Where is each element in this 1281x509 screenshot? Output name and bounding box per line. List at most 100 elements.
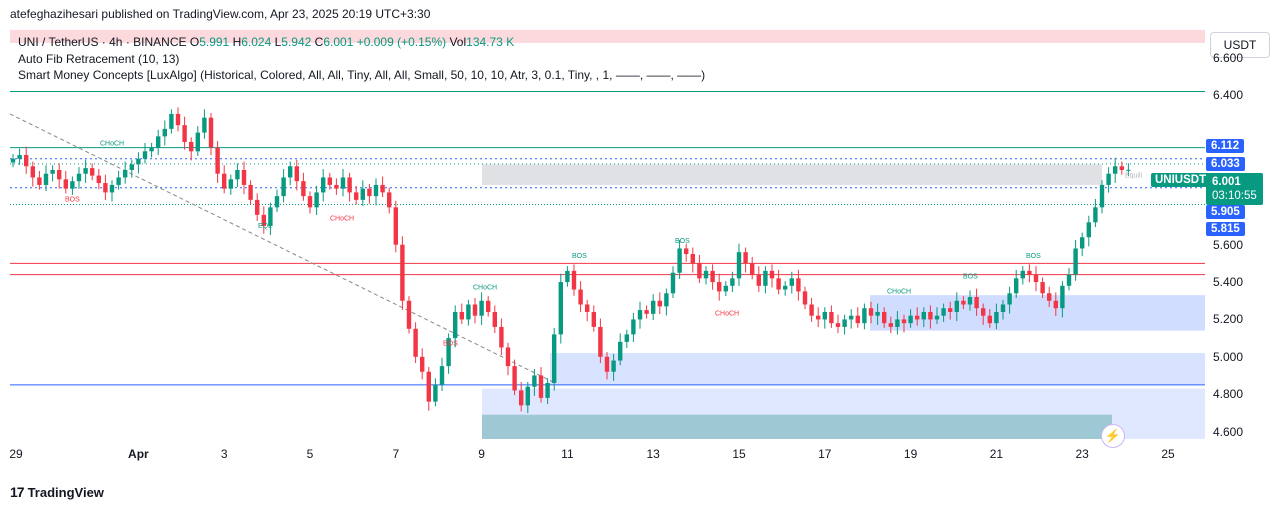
chart-legend: UNI / TetherUS · 4h · BINANCE O5.991 H6.…: [18, 34, 705, 84]
price-tag-6112: 6.112: [1206, 139, 1245, 153]
candle-body: [776, 278, 781, 290]
candle-body: [829, 311, 834, 324]
legend-low: 5.942: [281, 35, 312, 49]
legend-l-label: L: [274, 35, 282, 49]
candle-body: [723, 285, 728, 292]
annotation-label: Equili: [1125, 172, 1143, 179]
time-tick-label: 29: [9, 447, 23, 461]
candle-body: [472, 304, 478, 316]
candle-body: [70, 181, 75, 189]
teal-zone: [482, 414, 1112, 439]
candle-body: [175, 113, 181, 126]
legend-change: +0.009 (+0.15%): [356, 35, 447, 49]
candle-body: [116, 177, 121, 185]
candle-body: [76, 173, 82, 182]
chart-plot[interactable]: CHoCH BOS EQL CHoCH CHoCH BOS BOS BOS CHoCH CHoCH…: [10, 28, 1205, 439]
lightning-icon[interactable]: ⚡: [1101, 424, 1125, 448]
candle-body: [670, 272, 676, 294]
candle-body: [618, 341, 623, 361]
upper-blue-zone: [870, 295, 1205, 331]
candle-body: [281, 177, 286, 197]
annotation-label: BOS: [963, 273, 978, 280]
candle-body: [967, 297, 973, 305]
candle-body: [578, 289, 583, 305]
legend-h-label: H: [232, 35, 242, 49]
candle-body: [492, 311, 497, 327]
candle-body: [1086, 222, 1091, 238]
price-tag-5815: 5.815: [1206, 222, 1245, 236]
candle-body: [1027, 270, 1032, 275]
candle-body: [248, 184, 253, 200]
candle-body: [433, 384, 438, 402]
candle-body: [1053, 300, 1058, 309]
price-tick-label: 6.600: [1213, 50, 1244, 65]
candle-body: [763, 270, 768, 286]
bar-countdown: 03:10:55: [1212, 190, 1257, 202]
gray-zone: [482, 164, 1102, 185]
candle-body: [1080, 237, 1085, 249]
time-tick-label: 23: [1075, 447, 1089, 461]
candle-body: [63, 179, 68, 189]
footer-brand[interactable]: 17 TradingView: [10, 484, 104, 500]
legend-vol-label: Vol: [449, 35, 467, 49]
candle-body: [208, 117, 214, 148]
candle-body: [565, 270, 570, 283]
candle-body: [347, 177, 352, 193]
candle-body: [406, 300, 412, 329]
legend-indicator-fib[interactable]: Auto Fib Retracement (10, 13): [18, 51, 180, 66]
candle-body: [136, 158, 141, 165]
time-tick-label: 15: [732, 447, 746, 461]
trend-line: [10, 113, 556, 384]
price-tag-5905: 5.905: [1206, 205, 1245, 219]
candle-body: [393, 207, 398, 245]
annotation-label: BOS: [572, 253, 587, 260]
annotation-label: BOS: [65, 197, 80, 204]
legend-indicator-smc[interactable]: Smart Money Concepts [LuxAlgo] (Historic…: [18, 68, 706, 82]
currency-button[interactable]: USDT: [1210, 32, 1270, 58]
candle-body: [585, 304, 590, 312]
candle-body: [862, 308, 867, 324]
candle-body: [195, 132, 200, 152]
candle-body: [30, 166, 35, 178]
annotation-label: CHoCH: [887, 288, 911, 295]
annotation-label: EQL: [258, 223, 272, 230]
annotation-label: CHoCH: [473, 285, 497, 292]
candle-body: [644, 310, 649, 314]
candle-body: [156, 136, 161, 148]
price-chart[interactable]: CHoCH BOS EQL CHoCH CHoCH BOS BOS BOS CHoCH CHoCH…: [10, 28, 1205, 439]
candle-body: [142, 151, 148, 159]
candle-body: [512, 366, 517, 391]
candle-body: [373, 184, 379, 197]
candle-body: [1113, 166, 1118, 174]
candle-body: [1073, 248, 1078, 275]
candle-body: [24, 155, 29, 167]
candle-body: [730, 278, 735, 286]
candle-body: [525, 386, 530, 406]
candle-body: [677, 248, 682, 273]
candle-body: [994, 311, 999, 324]
candle-body: [301, 181, 306, 197]
candle-body: [908, 315, 913, 324]
candle-body: [103, 183, 108, 193]
candle-body: [855, 315, 860, 324]
last-price-tag: 6.001 03:10:55: [1206, 173, 1263, 205]
candle-body: [822, 311, 827, 320]
candle-body: [129, 164, 134, 170]
candle-body: [948, 308, 953, 312]
candle-body: [109, 184, 115, 193]
candle-body: [294, 166, 299, 182]
legend-symbol[interactable]: UNI / TetherUS · 4h · BINANCE: [18, 35, 187, 49]
candle-body: [532, 375, 537, 387]
candle-body: [1060, 285, 1065, 309]
candle-body: [321, 177, 326, 193]
candle-body: [1066, 274, 1072, 286]
candle-body: [941, 308, 946, 316]
price-tick-label: 5.200: [1213, 312, 1244, 327]
candle-body: [901, 319, 907, 324]
candle-body: [57, 169, 62, 180]
candle-body: [631, 319, 636, 335]
candle-body: [710, 270, 715, 283]
time-axis[interactable]: 29 Apr 3 5 7 9 11 13 15 17 19 21 23 25: [9, 447, 1205, 467]
candle-body: [420, 356, 425, 372]
candle-body: [690, 254, 695, 264]
